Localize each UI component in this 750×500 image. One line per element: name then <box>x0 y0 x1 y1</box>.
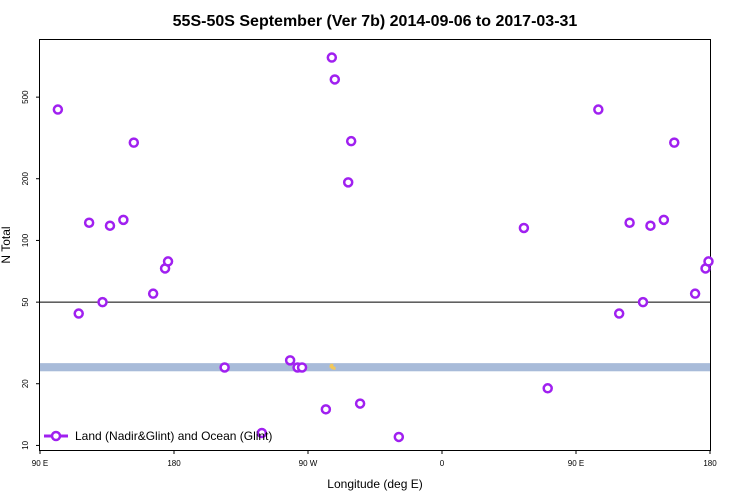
data-point-5 <box>118 214 129 226</box>
data-point-27 <box>637 296 649 308</box>
data-point-6 <box>128 137 140 148</box>
y-axis: 10 20 50 100 200 500 <box>21 90 40 450</box>
data-point-12 <box>284 355 296 366</box>
data-point-4 <box>104 220 116 231</box>
band-mark-2 <box>332 366 336 370</box>
data-point-16 <box>326 52 338 63</box>
legend-entry-label: Land (Nadir&Glint) and Ocean (Glint) <box>75 429 272 443</box>
x-tick-label-0: 90 E <box>32 459 48 468</box>
data-point-29 <box>658 214 670 226</box>
data-point-22 <box>518 222 530 234</box>
data-point-23 <box>542 383 553 394</box>
data-point-24 <box>593 104 604 115</box>
data-point-28 <box>645 220 656 231</box>
data-point-1 <box>73 308 84 319</box>
data-point-9 <box>162 256 174 267</box>
y-tick-label-0: 10 <box>21 440 30 449</box>
x-axis-label: Longitude (deg E) <box>327 477 422 491</box>
y-tick-label-1: 20 <box>21 379 30 388</box>
x-axis: 90 E 180 90 W 0 90 E 180 <box>32 450 717 468</box>
y-axis-label: N Total <box>0 226 13 263</box>
data-point-31 <box>689 288 701 299</box>
data-point-10 <box>219 362 230 373</box>
x-tick-label-5: 180 <box>703 459 717 468</box>
data-point-3 <box>97 296 108 308</box>
data-point-11 <box>256 427 268 439</box>
data-point-14 <box>296 362 308 373</box>
legend-marker-swatch <box>50 430 62 442</box>
x-tick-label-4: 90 E <box>568 459 584 468</box>
data-point-17 <box>329 74 341 85</box>
data-point-0 <box>52 104 64 115</box>
data-point-26 <box>624 217 635 228</box>
data-point-15 <box>320 404 332 415</box>
data-point-21 <box>393 431 405 443</box>
x-tick-label-1: 180 <box>167 459 181 468</box>
shaded-band <box>40 363 710 372</box>
data-point-33 <box>703 256 714 267</box>
y-tick-label-5: 500 <box>21 90 30 104</box>
y-tick-label-3: 100 <box>21 233 30 247</box>
y-tick-label-4: 200 <box>21 172 30 186</box>
data-point-25 <box>613 308 625 319</box>
band-mark-3 <box>330 363 334 367</box>
band-layer <box>40 363 710 372</box>
data-point-18 <box>342 177 354 188</box>
data-point-19 <box>345 135 357 147</box>
x-tick-label-3: 0 <box>440 459 445 468</box>
data-point-2 <box>83 217 95 228</box>
legend: Land (Nadir&Glint) and Ocean (Glint) <box>44 429 272 443</box>
data-point-30 <box>669 137 680 148</box>
data-point-7 <box>147 288 159 299</box>
data-point-20 <box>354 398 366 409</box>
x-tick-label-2: 90 W <box>299 459 318 468</box>
y-tick-label-2: 50 <box>21 297 30 306</box>
chart-title: 55S-50S September (Ver 7b) 2014-09-06 to… <box>173 13 578 30</box>
plot-frame <box>39 39 711 451</box>
data-points <box>52 52 714 443</box>
